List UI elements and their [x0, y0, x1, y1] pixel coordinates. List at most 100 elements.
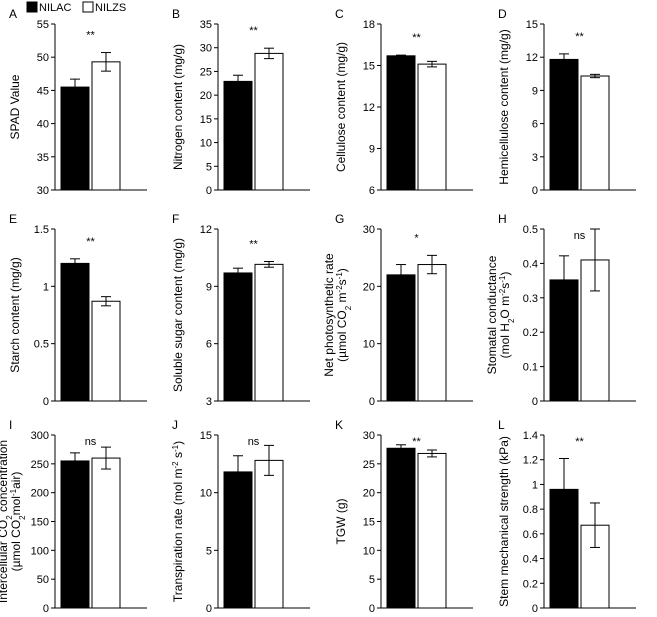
panel-i-tick-label: 300 [31, 430, 49, 442]
panel-i-tick-label: 200 [31, 488, 49, 500]
panel-g-tick-label: 30 [363, 224, 375, 236]
panel-f-y-axis-label-part: Soluble sugar content (mg/g) [171, 238, 185, 392]
panel-b-bar-nilzs [254, 52, 284, 191]
panel-l-y-axis-label-part: Stem mechanical strength (kPa) [497, 436, 511, 607]
panel-l-tick-label: 1.2 [523, 455, 538, 467]
panel-e-tick-label: 1.5 [34, 224, 49, 236]
panel-i-y-axis-label: (µmol CO2mol-1air) [9, 472, 27, 572]
panel-a-letter: A [9, 7, 17, 21]
panel-i-tick-label: 50 [37, 574, 49, 586]
panel-f-bar-nilzs [254, 263, 284, 402]
panel-h-y-axis-label-part: Stomatal conductance [485, 255, 499, 374]
panel-i-tick-label: 250 [31, 459, 49, 471]
panel-d-letter: D [498, 7, 507, 21]
panel-h: H 0 0.1 0.2 0.3 0.4 0.5 ns Stomatal conductance(… [485, 212, 636, 408]
panel-g-y-axis-label-part: -1 [335, 272, 344, 280]
panel-j: J 0 5 10 15 ns Transpiration rate (mol m-2 s-1… [171, 418, 310, 615]
panel-h-tick-label: 0.1 [523, 362, 538, 374]
panel-h-y-axis-label-part: -2 [498, 288, 507, 296]
panel-j-bar-nilzs [254, 459, 284, 609]
panel-k-bar-nilzs [417, 452, 447, 609]
panel-c-tick-label: 15 [363, 61, 375, 73]
legend: NILAC NILZS [26, 1, 126, 14]
panel-a-y-axis-label-part: SPAD Value [8, 74, 22, 139]
panel-g-y-axis-label-part: Net photosynthetic rate [322, 253, 336, 377]
panel-g-y-axis-label-part: (µmol CO [335, 310, 349, 362]
panel-e-significance: ** [86, 236, 95, 248]
panel-k-significance: ** [412, 436, 421, 448]
panel-k-tick-label: 20 [363, 488, 375, 500]
panel-d-tick-label: 3 [532, 152, 538, 164]
panel-k-tick-label: 30 [363, 430, 375, 442]
panel-b-letter: B [172, 7, 180, 21]
panel-e-letter: E [9, 212, 17, 226]
panel-e-bar-nilac [60, 262, 90, 402]
panel-i-y-axis-label-part: air) [9, 472, 23, 489]
panel-d-tick-label: 15 [526, 19, 538, 31]
panel-h-tick-label: 0.5 [523, 224, 538, 236]
panel-j-y-axis-label-part: -1 [171, 444, 180, 452]
panel-a-tick-label: 50 [37, 52, 49, 64]
panel-g-y-axis-label-part: -2 [335, 285, 344, 293]
panel-g-tick-label: 10 [363, 339, 375, 351]
panel-g-y-axis-label: (µmol CO2 m-2s-1) [335, 268, 353, 362]
panel-i-y-axis-label-part: concentration [0, 440, 10, 515]
panel-d-bar-nilac [549, 58, 579, 191]
panel-h-letter: H [498, 212, 507, 226]
panel-l-letter: L [498, 418, 505, 432]
panel-j-y-axis-label-part: -2 [171, 461, 180, 469]
panel-d: D 0 3 6 9 12 15 ** Hemicellulose content (mg/g) [497, 7, 636, 197]
panel-c-tick-label: 9 [369, 144, 375, 156]
panel-a-tick-label: 35 [37, 152, 49, 164]
panel-c-bar-nilzs [417, 63, 447, 191]
panel-i-letter: I [9, 418, 12, 432]
panel-k-tick-label: 10 [363, 545, 375, 557]
panel-i-y-axis-label-part: 2 [5, 515, 14, 520]
panel-i-significance: ns [85, 436, 97, 448]
panel-i-y-axis-label: Intercellular CO2 concentration [0, 440, 14, 603]
panel-l-significance: ** [575, 436, 584, 448]
panel-d-tick-label: 0 [532, 185, 538, 197]
panel-a-bar-nilzs [91, 61, 121, 191]
panel-l-tick-label: 0.8 [523, 504, 538, 516]
panel-h-y-axis-label-part: 2 [507, 318, 516, 323]
panel-d-tick-label: 9 [532, 85, 538, 97]
panel-a-tick-label: 45 [37, 85, 49, 97]
panel-g: G 0 10 20 30 * Net photosynthetic rate (µmol CO… [322, 212, 473, 408]
panel-i-tick-label: 150 [31, 517, 49, 529]
panel-e-bar-nilzs [91, 300, 121, 402]
panel-d-tick-label: 6 [532, 119, 538, 131]
panel-b-tick-label: 15 [200, 114, 212, 126]
panel-b-tick-label: 20 [200, 90, 212, 102]
panel-b-tick-label: 5 [206, 161, 212, 173]
panel-g-y-axis-label: Net photosynthetic rate [322, 253, 336, 377]
panel-b-tick-label: 10 [200, 138, 212, 150]
panel-l: L 0 0.2 0.4 0.6 0.8 1 1.2 1.4 ** Stem mechanical s… [497, 418, 636, 615]
panel-k: K 0 5 10 15 20 25 30 ** TGW (g) [334, 418, 473, 615]
panel-h-y-axis-label-part: s [498, 283, 512, 289]
panel-c-y-axis-label-part: Cellulose content (mg/g) [334, 42, 348, 172]
panel-f-tick-label: 9 [206, 281, 212, 293]
legend-label-nilzs: NILZS [95, 2, 126, 14]
panel-i-y-axis-label-part: mol [9, 496, 23, 515]
panel-g-significance: * [414, 232, 419, 244]
panel-h-y-axis-label-part: -1 [498, 275, 507, 283]
panel-b-significance: ** [249, 25, 258, 37]
panel-c-tick-label: 12 [363, 102, 375, 114]
panel-b-tick-label: 0 [206, 185, 212, 197]
panel-b-tick-label: 35 [200, 19, 212, 31]
panel-h-tick-label: 0.4 [523, 258, 538, 270]
panel-a-tick-label: 55 [37, 19, 49, 31]
panel-f-tick-label: 6 [206, 339, 212, 351]
panel-j-tick-label: 15 [200, 430, 212, 442]
panel-i-bar-nilzs [91, 457, 121, 609]
panel-l-tick-label: 1.4 [523, 430, 538, 442]
panel-f-y-axis-label: Soluble sugar content (mg/g) [171, 238, 185, 392]
panel-c-significance: ** [412, 32, 421, 44]
panel-h-y-axis-label: (mol H2O m-2s-1) [498, 272, 516, 359]
panel-i-y-axis-label-part: (µmol CO [9, 520, 23, 572]
panel-d-y-axis-label: Hemicellulose content (mg/g) [497, 29, 511, 184]
panel-b-tick-label: 30 [200, 43, 212, 55]
panel-b-tick-label: 25 [200, 66, 212, 78]
